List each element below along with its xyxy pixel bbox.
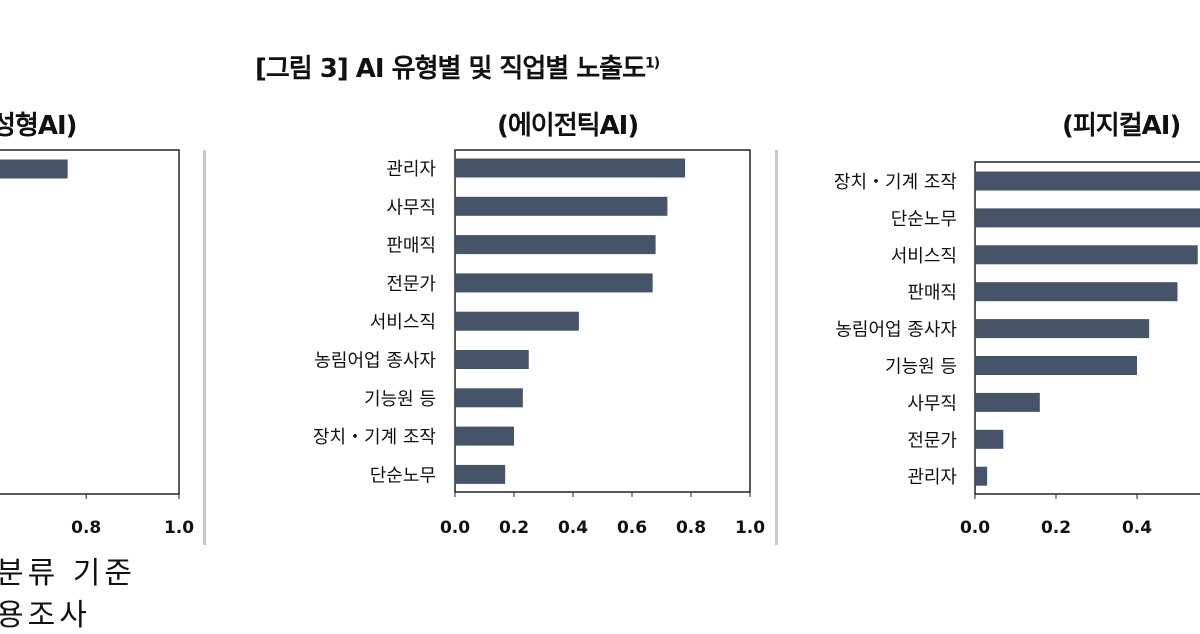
x-tick-label: 0.8 [71,518,101,538]
x-tick-label: 0.4 [1122,518,1152,538]
bar [455,273,653,293]
category-label: 기능원 등 [885,357,957,378]
bar [455,350,529,369]
figure-title: [그림 3] AI 유형별 및 직업별 노출도1) [255,54,660,84]
category-label: 기능원 등 [364,389,436,410]
footnote-line-2: 용조사 [0,598,91,633]
x-tick-label: 0.0 [960,518,990,538]
bar [975,319,1150,339]
category-label: 사무직 [386,197,436,218]
category-label: 장치・기계 조작 [834,172,957,193]
x-tick-label: 0.0 [440,518,470,538]
chart-divider-left [203,150,206,545]
bar [455,464,506,484]
bar [455,235,656,255]
bar [455,311,579,331]
chart-title-physical: (피지컬AI) [1062,111,1181,141]
chart-divider-right [775,150,778,545]
category-label: 관리자 [907,467,957,488]
x-tick-label: 0.2 [1041,518,1071,538]
bar [975,245,1198,265]
bar [975,282,1178,302]
category-label: 농림어업 종사자 [314,351,436,372]
x-tick-label: 1.0 [164,518,194,538]
category-label: 농림어업 종사자 [835,320,957,341]
footnote-line-1: 분류 기준 [0,556,136,591]
bar [975,208,1200,228]
bar [455,426,514,446]
bar [975,392,1040,412]
category-label: 단순노무 [891,209,957,230]
x-tick-label: 0.8 [676,518,706,538]
chart-title-agentic: (에이전틱AI) [497,111,639,141]
category-label: 장치・기계 조작 [313,427,436,448]
bar [0,159,68,179]
bar [455,388,523,408]
category-label: 관리자 [386,159,436,180]
x-tick-label: 1.0 [735,518,765,538]
bar [975,171,1200,191]
plot-frame [0,149,180,495]
bar [455,196,668,216]
category-label: 서비스직 [891,246,957,267]
category-label: 전문가 [907,430,957,451]
category-label: 판매직 [907,283,957,304]
x-tick-label: 0.2 [499,518,529,538]
bar [975,429,1004,449]
bar [455,158,686,178]
category-label: 판매직 [386,236,436,257]
chart-title-generative: 성형AI) [0,111,78,141]
category-label: 전문가 [386,274,436,295]
category-label: 서비스직 [370,312,436,333]
bar [975,466,988,486]
x-tick-label: 0.4 [558,518,588,538]
bar [975,356,1137,375]
category-label: 단순노무 [370,465,436,486]
category-label: 사무직 [907,393,957,414]
x-tick-label: 0.6 [617,518,647,538]
